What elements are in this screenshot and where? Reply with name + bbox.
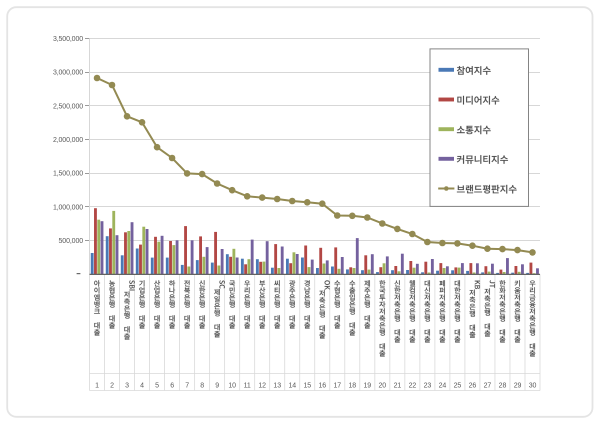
svg-text:500,000: 500,000 [59, 238, 84, 245]
svg-text:21: 21 [394, 382, 402, 389]
svg-text:29: 29 [514, 382, 522, 389]
svg-text:30: 30 [529, 382, 537, 389]
svg-text:12: 12 [258, 382, 266, 389]
svg-text:6: 6 [170, 382, 174, 389]
svg-text:8: 8 [200, 382, 204, 389]
svg-text:11: 11 [244, 382, 251, 389]
svg-text:1,500,000: 1,500,000 [53, 171, 83, 178]
svg-text:20: 20 [379, 382, 387, 389]
svg-text:18: 18 [349, 382, 357, 389]
svg-text:23: 23 [424, 382, 432, 389]
svg-text:7: 7 [185, 382, 189, 389]
svg-text:22: 22 [409, 382, 417, 389]
svg-text:2: 2 [110, 382, 114, 389]
svg-text:19: 19 [364, 382, 372, 389]
svg-text:15: 15 [303, 382, 311, 389]
svg-text:3: 3 [125, 382, 129, 389]
svg-text:2,500,000: 2,500,000 [53, 103, 83, 110]
svg-text:5: 5 [155, 382, 159, 389]
svg-text:24: 24 [439, 382, 447, 389]
svg-text:14: 14 [288, 382, 296, 389]
svg-text:2,000,000: 2,000,000 [53, 137, 83, 144]
svg-text:27: 27 [484, 382, 492, 389]
svg-text:26: 26 [469, 382, 477, 389]
svg-text:13: 13 [273, 382, 281, 389]
svg-text:1,000,000: 1,000,000 [53, 204, 83, 211]
svg-text:16: 16 [318, 382, 326, 389]
svg-text:28: 28 [499, 382, 507, 389]
svg-text:17: 17 [333, 382, 341, 389]
svg-text:1: 1 [95, 382, 99, 389]
svg-text:4: 4 [140, 382, 144, 389]
svg-text:3,500,000: 3,500,000 [53, 36, 83, 43]
svg-text:9: 9 [215, 382, 219, 389]
svg-text:10: 10 [228, 382, 236, 389]
svg-text:25: 25 [454, 382, 462, 389]
svg-text:3,000,000: 3,000,000 [53, 70, 83, 77]
